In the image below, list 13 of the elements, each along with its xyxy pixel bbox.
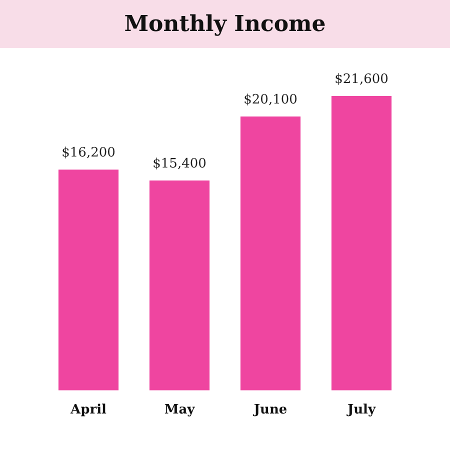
bar xyxy=(58,170,119,390)
x-tick-label: July xyxy=(346,402,376,418)
data-label: $15,400 xyxy=(152,156,206,172)
bar xyxy=(149,180,210,390)
x-tick-label: June xyxy=(252,402,288,418)
bar xyxy=(240,116,301,390)
data-label: $20,100 xyxy=(244,92,298,108)
x-tick-label: April xyxy=(70,402,107,418)
data-label: $16,200 xyxy=(62,145,116,160)
chart-title: Monthly Income xyxy=(0,0,450,48)
x-tick-label: May xyxy=(164,402,196,418)
data-label: $21,600 xyxy=(334,72,388,87)
bar xyxy=(331,96,392,390)
